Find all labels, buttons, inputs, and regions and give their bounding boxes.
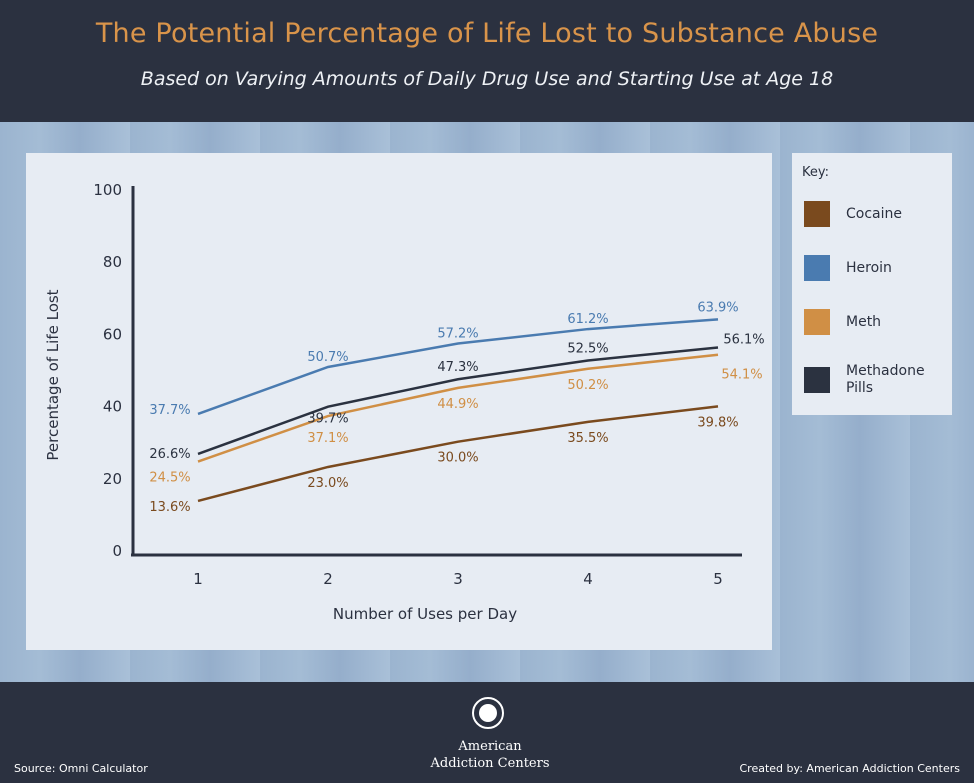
series-line-heroin: [197, 318, 719, 416]
legend: Key: Cocaine Heroin Meth Methadone Pills: [792, 153, 952, 415]
data-label: 56.1%: [723, 332, 764, 347]
data-label: 61.2%: [567, 312, 608, 327]
legend-label: Heroin: [846, 259, 892, 276]
y-tick-label: 60: [103, 325, 122, 343]
x-tick-label: 3: [453, 570, 463, 588]
x-axis-label: Number of Uses per Day: [333, 605, 517, 623]
legend-item: Meth: [804, 309, 936, 335]
legend-swatch: [804, 255, 830, 281]
series-line-cocaine: [197, 405, 719, 503]
source-note: Source: Omni Calculator: [14, 762, 148, 775]
legend-swatch: [804, 367, 830, 393]
data-label: 44.9%: [437, 397, 478, 412]
y-tick-label: 40: [103, 398, 122, 416]
legend-label: Meth: [846, 313, 882, 330]
y-tick-label: 20: [103, 470, 122, 488]
credit-note: Created by: American Addiction Centers: [739, 762, 961, 775]
data-label: 54.1%: [721, 368, 762, 383]
data-label: 52.5%: [567, 341, 608, 356]
brand-name: American Addiction Centers: [420, 738, 560, 772]
data-label: 30.0%: [437, 451, 478, 466]
legend-label: Methadone Pills: [846, 363, 925, 396]
data-label: 50.2%: [567, 378, 608, 393]
y-axis-label: Percentage of Life Lost: [44, 289, 62, 460]
brand-line-1: American: [458, 739, 522, 754]
data-label: 35.5%: [567, 431, 608, 446]
y-tick-label: 0: [112, 542, 122, 560]
data-label: 23.0%: [307, 476, 348, 491]
data-label: 13.6%: [149, 500, 190, 515]
data-label: 39.7%: [307, 412, 348, 427]
data-label: 57.2%: [437, 327, 478, 342]
data-label: 37.7%: [149, 403, 190, 418]
data-label: 24.5%: [149, 471, 190, 486]
y-tick-label: 80: [103, 253, 122, 271]
data-label: 50.7%: [307, 350, 348, 365]
data-label: 26.6%: [149, 447, 190, 462]
footer: American Addiction Centers Source: Omni …: [0, 682, 974, 783]
x-tick-label: 4: [583, 570, 593, 588]
x-tick-label: 5: [713, 570, 723, 588]
chart-title: The Potential Percentage of Life Lost to…: [95, 18, 879, 49]
legend-label: Cocaine: [846, 205, 902, 222]
data-label: 63.9%: [697, 300, 738, 315]
x-tick-label: 2: [323, 570, 333, 588]
legend-swatch: [804, 201, 830, 227]
x-tick-label: 1: [193, 570, 203, 588]
legend-item: Cocaine: [804, 201, 936, 227]
legend-title: Key:: [802, 165, 830, 180]
data-label: 37.1%: [307, 431, 348, 446]
brand-logo-icon: [472, 697, 504, 729]
legend-item: Methadone Pills: [804, 363, 936, 397]
y-tick-label: 100: [93, 181, 122, 199]
legend-swatch: [804, 309, 830, 335]
data-label: 39.8%: [697, 415, 738, 430]
series-line-methadone-pills: [197, 346, 719, 456]
legend-item: Heroin: [804, 255, 936, 281]
series-line-meth: [197, 353, 719, 463]
brand-line-2: Addiction Centers: [430, 756, 550, 771]
data-label: 47.3%: [437, 360, 478, 375]
chart-subtitle: Based on Varying Amounts of Daily Drug U…: [140, 68, 834, 90]
header: The Potential Percentage of Life Lost to…: [0, 0, 974, 122]
